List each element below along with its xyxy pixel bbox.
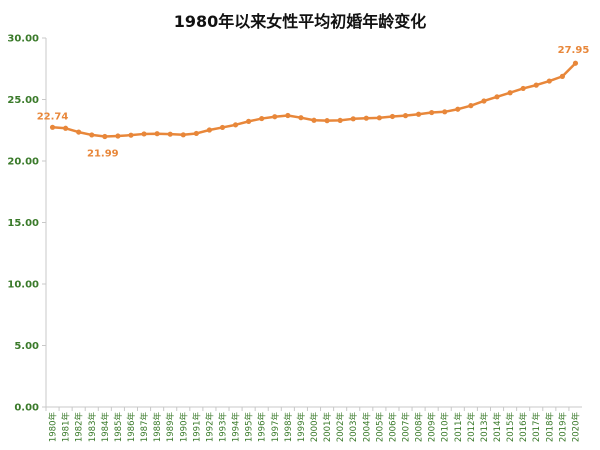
- x-tick-label: 2005年: [374, 412, 385, 443]
- data-point: [63, 125, 69, 131]
- y-tick-label: 5.00: [14, 341, 39, 352]
- data-point: [429, 109, 435, 116]
- data-point: [324, 118, 330, 124]
- data-point: [154, 131, 160, 137]
- x-tick-label: 2019年: [557, 412, 568, 443]
- x-tick-label: 1980年: [48, 412, 59, 443]
- data-point: [193, 130, 199, 137]
- data-point: [559, 73, 565, 79]
- data-point: [455, 106, 461, 112]
- x-tick-label: 1992年: [204, 412, 215, 443]
- x-tick-label: 1997年: [270, 412, 281, 443]
- x-tick-label: 1985年: [113, 412, 124, 443]
- data-point: [285, 112, 291, 119]
- data-label: 22.74: [37, 111, 69, 122]
- x-tick-label: 1981年: [61, 412, 72, 443]
- y-tick-label: 10.00: [7, 280, 39, 291]
- x-tick-label: 1983年: [87, 412, 98, 443]
- data-point: [507, 90, 513, 96]
- data-point: [232, 122, 239, 128]
- x-tick-label: 2016年: [518, 412, 529, 443]
- x-tick-label: 2011年: [453, 412, 464, 443]
- data-point: [206, 127, 213, 133]
- data-point: [337, 117, 343, 124]
- data-point: [102, 133, 108, 140]
- x-tick-label: 1990年: [178, 412, 189, 443]
- data-point: [167, 131, 173, 137]
- data-point: [298, 115, 304, 121]
- data-point: [546, 78, 552, 84]
- x-tick-label: 2018年: [544, 412, 555, 443]
- data-point: [259, 115, 265, 122]
- x-tick-label: 2013年: [479, 412, 490, 443]
- data-point: [533, 82, 539, 88]
- data-point: [219, 124, 226, 131]
- data-point: [363, 115, 369, 121]
- chart-title: 1980年以来女性平均初婚年龄变化: [173, 12, 427, 31]
- x-tick-label: 2000年: [309, 412, 320, 443]
- y-tick-label: 25.00: [7, 95, 39, 106]
- x-tick-label: 1989年: [165, 412, 176, 443]
- data-point: [141, 131, 147, 137]
- data-label: 21.99: [87, 149, 119, 160]
- data-point: [468, 103, 474, 109]
- x-tick-label: 2006年: [387, 412, 398, 443]
- x-tick-label: 2012年: [466, 412, 477, 443]
- data-point: [415, 111, 422, 117]
- data-point: [180, 132, 186, 138]
- x-tick-label: 2015年: [505, 412, 516, 443]
- x-tick-label: 1987年: [139, 412, 150, 443]
- data-point: [128, 132, 134, 138]
- x-tick-label: 1995年: [244, 412, 255, 443]
- data-point: [49, 124, 56, 130]
- data-point: [442, 109, 448, 115]
- data-point: [350, 116, 356, 122]
- data-point: [311, 117, 317, 123]
- data-label: 27.95: [558, 45, 590, 56]
- series-line: [52, 62, 577, 138]
- x-tick-label: 2002年: [335, 412, 346, 443]
- x-tick-label: 2008年: [414, 412, 425, 443]
- x-tick-label: 2004年: [361, 412, 372, 443]
- x-tick-label: 1991年: [191, 412, 202, 443]
- x-tick-label: 2010年: [440, 412, 451, 443]
- x-tick-label: 2020年: [570, 412, 581, 443]
- data-point: [494, 94, 500, 100]
- y-tick-label: 0.00: [14, 403, 39, 414]
- data-point: [76, 129, 82, 135]
- x-tick-label: 1988年: [152, 412, 163, 443]
- x-tick-label: 2003年: [348, 412, 359, 443]
- data-point: [389, 113, 396, 120]
- x-tick-label: 2017年: [531, 412, 542, 443]
- x-tick-label: 1999年: [296, 412, 307, 443]
- y-tick-label: 20.00: [7, 157, 39, 168]
- x-tick-label: 1986年: [126, 412, 137, 443]
- x-tick-label: 2014年: [492, 412, 503, 443]
- x-tick-label: 1984年: [100, 412, 111, 443]
- data-point: [246, 118, 252, 124]
- data-point: [402, 113, 409, 119]
- data-point: [89, 132, 95, 138]
- data-point: [520, 85, 526, 92]
- y-tick-label: 30.00: [7, 34, 39, 45]
- data-point: [115, 133, 121, 139]
- data-point: [272, 114, 278, 120]
- x-tick-label: 2001年: [322, 412, 333, 443]
- y-tick-label: 15.00: [7, 218, 39, 229]
- data-point: [572, 60, 579, 66]
- x-tick-label: 1996年: [257, 412, 268, 443]
- data-point: [376, 115, 382, 121]
- data-point: [481, 98, 487, 104]
- x-tick-label: 1994年: [231, 412, 242, 443]
- x-tick-label: 2009年: [427, 412, 438, 443]
- x-tick-label: 1993年: [217, 412, 228, 443]
- x-tick-label: 1998年: [283, 412, 294, 443]
- x-tick-label: 2007年: [401, 412, 412, 443]
- x-tick-label: 1982年: [74, 412, 85, 443]
